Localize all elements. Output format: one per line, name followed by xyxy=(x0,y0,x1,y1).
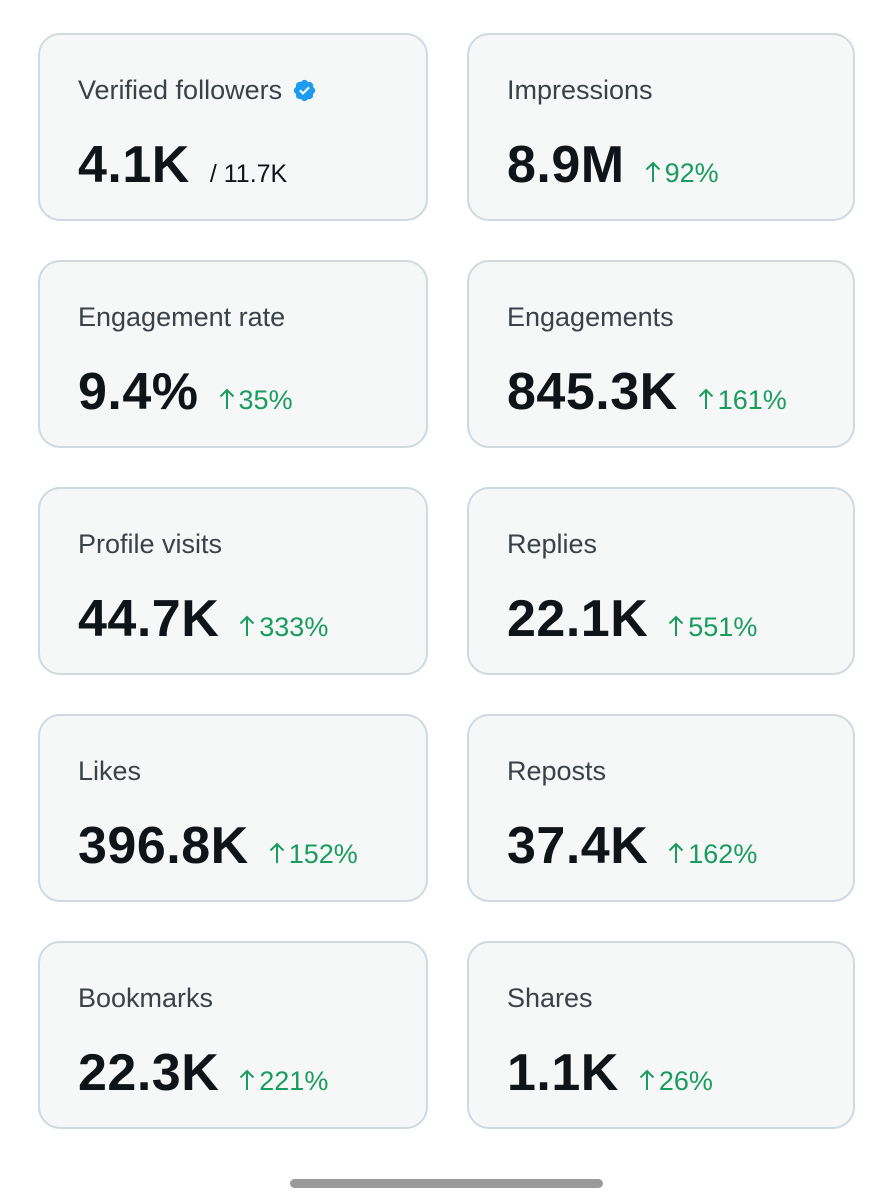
metric-title: Bookmarks xyxy=(78,983,214,1013)
metric-title: Replies xyxy=(507,529,598,559)
metric-value: 22.3K xyxy=(78,1044,220,1102)
metric-change-value: 162% xyxy=(688,839,758,869)
metric-change-value: 35% xyxy=(238,385,293,415)
arrow-up-icon xyxy=(669,842,684,863)
metric-value: 37.4K xyxy=(507,817,649,875)
metric-card-engagement-rate[interactable]: Engagement rate 9.4% 35% xyxy=(38,260,428,448)
metric-change-value: 333% xyxy=(259,612,329,642)
metric-card-shares[interactable]: Shares 1.1K 26% xyxy=(467,941,855,1129)
metric-value: 9.4% xyxy=(78,363,199,421)
metric-change-value: 92% xyxy=(664,158,719,188)
metric-title: Reposts xyxy=(507,756,607,786)
metric-change: 221% xyxy=(239,1066,328,1097)
metric-title: Likes xyxy=(78,756,142,786)
metric-title: Impressions xyxy=(507,75,653,105)
metric-title: Engagement rate xyxy=(78,302,286,332)
metric-card-impressions[interactable]: Impressions 8.9M 92% xyxy=(467,33,855,221)
metric-total: / 11.7K xyxy=(209,160,288,188)
metric-change: 333% xyxy=(239,612,328,643)
metric-card-replies[interactable]: Replies 22.1K 551% xyxy=(467,487,855,675)
metric-value: 845.3K xyxy=(507,363,678,421)
metric-change-value: 551% xyxy=(688,612,758,642)
metric-card-bookmarks[interactable]: Bookmarks 22.3K 221% xyxy=(38,941,428,1129)
metric-card-engagements[interactable]: Engagements 845.3K 161% xyxy=(467,260,855,448)
metric-card-reposts[interactable]: Reposts 37.4K 162% xyxy=(467,714,855,902)
arrow-up-icon xyxy=(240,1069,255,1090)
metric-card-profile-visits[interactable]: Profile visits 44.7K 333% xyxy=(38,487,428,675)
metric-card-likes[interactable]: Likes 396.8K 152% xyxy=(38,714,428,902)
arrow-up-icon xyxy=(645,161,660,182)
metric-change: 161% xyxy=(698,385,787,416)
metric-change: 26% xyxy=(639,1066,713,1097)
arrow-up-icon xyxy=(219,388,234,409)
metric-title: Engagements xyxy=(507,302,674,332)
metric-change: 551% xyxy=(668,612,757,643)
metric-value: 44.7K xyxy=(78,590,220,648)
metric-change: 152% xyxy=(269,839,358,870)
arrow-up-icon xyxy=(639,1069,655,1090)
metric-value: 8.9M xyxy=(507,136,625,194)
home-indicator-bar[interactable] xyxy=(290,1179,603,1188)
metric-change-value: 221% xyxy=(259,1066,329,1096)
metric-change: 162% xyxy=(668,839,757,870)
arrow-up-icon xyxy=(698,388,713,409)
metric-change: 35% xyxy=(219,385,293,416)
metric-value: 22.1K xyxy=(507,590,649,648)
metric-change: 92% xyxy=(645,158,719,189)
metric-value: 4.1K xyxy=(78,136,190,194)
metric-card-verified-followers[interactable]: Verified followers 4.1K / 11.7K xyxy=(38,33,428,221)
metric-change-value: 26% xyxy=(658,1066,713,1096)
metric-value: 1.1K xyxy=(507,1044,619,1102)
arrow-up-icon xyxy=(669,615,684,636)
metric-change-value: 161% xyxy=(717,385,787,415)
metric-value: 396.8K xyxy=(78,817,249,875)
metric-title: Verified followers xyxy=(78,75,283,105)
verified-badge-icon xyxy=(293,79,316,102)
metric-title: Profile visits xyxy=(78,529,223,559)
metric-title: Shares xyxy=(507,983,593,1013)
metric-change-value: 152% xyxy=(288,839,358,869)
metrics-grid: Verified followers 4.1K / 11.7K Impressi… xyxy=(38,33,855,1129)
arrow-up-icon xyxy=(240,615,255,636)
arrow-up-icon xyxy=(269,842,284,863)
